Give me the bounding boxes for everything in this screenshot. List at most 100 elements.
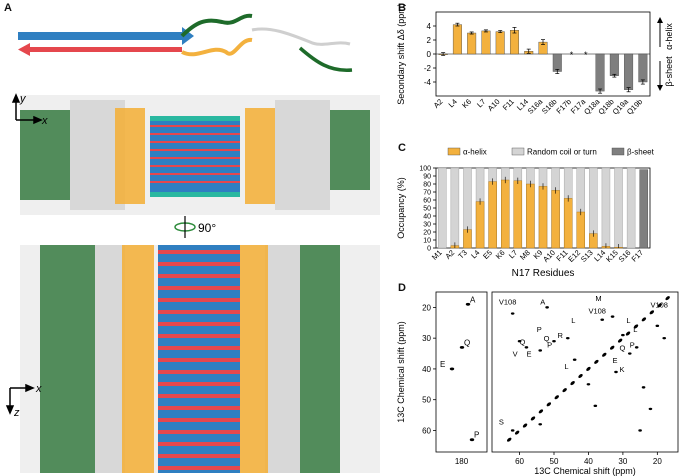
peak-label: Q (544, 334, 550, 343)
diagonal-peak (538, 409, 544, 414)
peak-label: V108 (588, 307, 606, 316)
peak-label: R (557, 331, 563, 340)
cross-peak (662, 336, 667, 340)
bar (452, 24, 462, 55)
cross-peak (517, 340, 522, 343)
fibril-side-view (20, 245, 380, 473)
legend-label: Random coil or turn (527, 148, 597, 157)
bar-coil (438, 167, 447, 249)
y-axis-label: Occupancy (%) (396, 177, 406, 239)
x-tick-label: M8 (518, 248, 532, 262)
diagonal-peak (602, 352, 607, 357)
peak-label: V (513, 350, 518, 359)
x-tick-label: L4 (469, 248, 481, 260)
cross-peak (586, 383, 591, 386)
y-tick-label: 20 (422, 303, 431, 312)
bar-sheet (639, 169, 648, 249)
peak-label: P (630, 340, 635, 349)
bar-coil (626, 167, 636, 249)
peak-label: Q (520, 337, 526, 346)
x-tick-label: L4 (447, 97, 459, 109)
cross-peak (641, 386, 646, 389)
peak (469, 438, 475, 442)
peak-label: A (540, 297, 545, 306)
legend-swatch (611, 147, 625, 156)
axis-y-label: y (19, 93, 27, 105)
y-tick-label: 30 (423, 222, 431, 229)
x-tick-label: A2 (443, 248, 456, 261)
x-tick-label: 50 (550, 457, 559, 466)
peak-label: L (633, 325, 637, 334)
axes-indicator-top (11, 93, 43, 125)
fibril-top-view (20, 95, 380, 215)
cross-peak (538, 423, 543, 426)
bar-helix (551, 190, 560, 249)
diagonal-peak (625, 331, 631, 336)
bar (552, 53, 562, 72)
cross-peak (610, 315, 615, 318)
cross-peak (600, 318, 605, 321)
y-tick-label: 50 (423, 206, 431, 213)
panel-b-label: B (398, 2, 406, 14)
cross-peak (655, 324, 660, 328)
plot-frame-left (435, 291, 488, 453)
y-tick-label: 2 (427, 36, 432, 45)
x-tick-label: 30 (618, 457, 627, 466)
bar-coil (614, 167, 623, 249)
bar-helix (563, 198, 573, 249)
cross-peak (634, 346, 639, 349)
x-tick-label: F11 (501, 97, 516, 112)
axis-x-label-bottom: x (35, 383, 42, 395)
peak-label: L (564, 362, 568, 371)
cross-peak (638, 429, 642, 432)
bar-helix (501, 179, 510, 249)
x-tick-label: M1 (430, 248, 444, 262)
cross-peak (524, 346, 529, 349)
diagonal-peak (546, 402, 552, 407)
peak-label: Q (464, 338, 470, 347)
y-tick-label: 40 (423, 214, 431, 221)
panel-c-label: C (398, 142, 406, 154)
bar-coil (450, 167, 460, 249)
diagonal-peak (507, 437, 512, 442)
peak-label: E (526, 350, 531, 359)
peak (449, 367, 455, 371)
cross-peak (552, 340, 556, 343)
missing-marker: * (570, 50, 574, 60)
bar (481, 30, 491, 55)
x-tick-label: 20 (653, 457, 662, 466)
y-tick-label: 4 (427, 22, 432, 31)
cross-peak (627, 352, 632, 355)
peak-label: L (626, 316, 630, 325)
side-label-sheet: β-sheet (664, 56, 674, 87)
x-tick-label: F17b (554, 97, 572, 115)
y-axis-label: 13C Chemical shift (ppm) (396, 321, 406, 423)
diagonal-peak (578, 373, 583, 379)
legend-label: β-sheet (627, 148, 655, 157)
peak-label: P (537, 325, 542, 334)
x-tick-label: F17 (630, 248, 646, 264)
diagonal-peak (617, 338, 623, 343)
monomer-cartoon (18, 13, 353, 72)
bar (595, 53, 605, 92)
peak-label: V108 (499, 297, 517, 306)
panel-d-label: D (398, 282, 406, 294)
missing-marker: * (584, 50, 588, 60)
bar (495, 31, 505, 55)
cross-peak (614, 370, 618, 374)
y-tick-label: -2 (424, 64, 432, 73)
bar-helix (576, 211, 585, 249)
x-tick-label: K6 (494, 248, 507, 261)
peak-label: E (613, 356, 618, 365)
x-tick-label: Q19b (625, 97, 644, 116)
x-tick-label: E5 (481, 248, 494, 261)
peak-label: A (470, 295, 476, 304)
cross-peak (510, 429, 515, 432)
bar (509, 30, 519, 55)
x-axis-label: N17 Residues (512, 268, 575, 279)
axes-indicator-bottom (5, 383, 35, 415)
cross-peak (538, 349, 543, 352)
bar-helix (488, 181, 497, 249)
helix-arrowhead (657, 17, 663, 23)
